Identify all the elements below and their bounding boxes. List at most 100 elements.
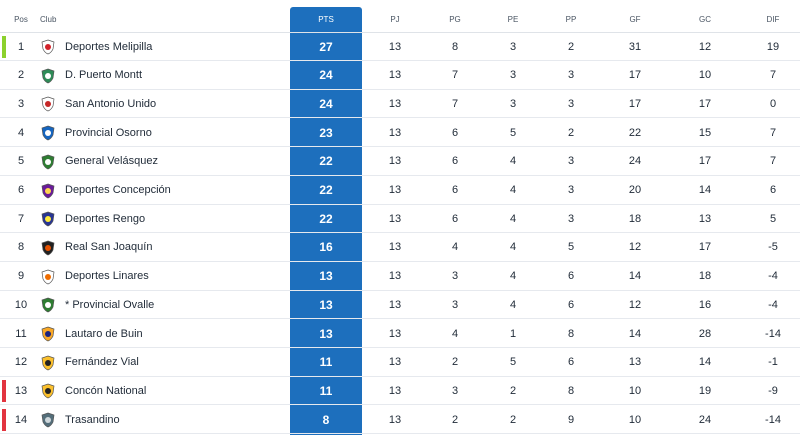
- table-row[interactable]: 12 11 13 2 5 6 13 14 -1 Fernández Vial: [0, 349, 800, 377]
- rengo-crest-icon: [41, 211, 55, 227]
- table-row[interactable]: 5 22 13 6 4 3 24 17 7 General Velásquez: [0, 148, 800, 176]
- club-name-link[interactable]: Fernández Vial: [65, 356, 139, 369]
- table-row[interactable]: 10 13 13 3 4 6 12 16 -4 * Provincial Ovalle: [0, 291, 800, 320]
- cell-gc: 17: [698, 155, 712, 168]
- cell-gf: 14: [628, 327, 642, 340]
- cell-gc: 17: [698, 97, 712, 110]
- cell-pj: 13: [388, 212, 402, 225]
- header-pp[interactable]: PP: [565, 15, 577, 24]
- cell-pe: 4: [509, 184, 517, 196]
- club-name-link[interactable]: Deportes Rengo: [65, 212, 146, 225]
- fernandez-vial-crest-icon: [41, 355, 55, 371]
- cell-pj: 13: [388, 356, 402, 369]
- table-row[interactable]: 11 13 13 4 1 8 14 28 -14 Lautaro de Buin: [0, 320, 800, 348]
- cell-pts: 8: [322, 412, 330, 427]
- cell-dif: -14: [765, 413, 781, 426]
- table-row[interactable]: 13 11 13 3 2 8 10 19 -9 Concón National: [0, 377, 800, 406]
- table-header: Pos Club PTS PJ PG PE PP GF GC DIF: [0, 7, 800, 33]
- club-name-link[interactable]: * Provincial Ovalle: [65, 298, 155, 311]
- cell-pos: 13: [14, 384, 28, 397]
- cell-pg: 4: [451, 327, 459, 340]
- club-name-link[interactable]: Provincial Osorno: [65, 126, 152, 139]
- club-name-link[interactable]: General Velásquez: [65, 155, 158, 168]
- table-row[interactable]: 8 16 13 4 4 5 12 17 -5 Real San Joaquín: [0, 234, 800, 262]
- club-name-link[interactable]: Deportes Linares: [65, 270, 149, 283]
- cell-pe: 2: [509, 413, 517, 426]
- table-row[interactable]: 3 24 13 7 3 3 17 17 0 San Antonio Unido: [0, 90, 800, 119]
- club-name-link[interactable]: Trasandino: [65, 413, 120, 426]
- cell-pg: 8: [451, 40, 459, 53]
- cell-gc: 24: [698, 413, 712, 426]
- table-row[interactable]: 2 24 13 7 3 3 17 10 7 D. Puerto Montt: [0, 62, 800, 90]
- buin-crest-icon: [41, 326, 55, 342]
- cell-gf: 22: [628, 126, 642, 139]
- header-pj[interactable]: PJ: [390, 15, 400, 24]
- table-row[interactable]: 9 13 13 3 4 6 14 18 -4 Deportes Linares: [0, 263, 800, 291]
- cell-pe: 4: [509, 298, 517, 311]
- cell-pp: 3: [567, 212, 575, 225]
- header-club[interactable]: Club: [40, 15, 57, 24]
- club-name-link[interactable]: Concón National: [65, 384, 147, 397]
- cell-pos: 6: [17, 184, 25, 196]
- cell-pts: 24: [319, 96, 333, 111]
- cell-pe: 3: [509, 40, 517, 53]
- cell-pj: 13: [388, 126, 402, 139]
- header-pts[interactable]: PTS: [318, 15, 334, 24]
- cell-pe: 3: [509, 97, 517, 110]
- cell-pos: 9: [17, 270, 25, 283]
- cell-pos: 7: [17, 212, 25, 225]
- header-pe[interactable]: PE: [507, 15, 519, 24]
- cell-dif: -4: [768, 298, 778, 311]
- table-row[interactable]: 1 27 13 8 3 2 31 12 19 Deportes Melipilla: [0, 33, 800, 61]
- cell-gc: 18: [698, 270, 712, 283]
- club-name-link[interactable]: Real San Joaquín: [65, 241, 153, 254]
- cell-gf: 13: [628, 356, 642, 369]
- cell-pos: 8: [17, 241, 25, 254]
- cell-gf: 24: [628, 155, 642, 168]
- table-row[interactable]: 7 22 13 6 4 3 18 13 5 Deportes Rengo: [0, 205, 800, 234]
- header-pos[interactable]: Pos: [14, 15, 28, 24]
- table-row[interactable]: 4 23 13 6 5 2 22 15 7 Provincial Osorno: [0, 119, 800, 148]
- cell-pe: 4: [509, 155, 517, 168]
- cell-pp: 9: [567, 413, 575, 426]
- cell-gf: 12: [628, 298, 642, 311]
- cell-gc: 10: [698, 69, 712, 82]
- cell-dif: 7: [769, 126, 777, 139]
- cell-pe: 5: [509, 126, 517, 139]
- cell-pos: 3: [17, 97, 25, 110]
- cell-dif: -5: [768, 241, 778, 254]
- header-gf[interactable]: GF: [629, 15, 641, 24]
- cell-pp: 3: [567, 97, 575, 110]
- club-name-link[interactable]: San Antonio Unido: [65, 97, 157, 110]
- cell-pos: 14: [14, 413, 28, 426]
- cell-gf: 20: [628, 184, 642, 196]
- header-pg[interactable]: PG: [449, 15, 461, 24]
- cell-pg: 7: [451, 97, 459, 110]
- cell-pe: 5: [509, 356, 517, 369]
- cell-gf: 31: [628, 40, 642, 53]
- table-row[interactable]: 6 22 13 6 4 3 20 14 6 Deportes Concepción: [0, 177, 800, 205]
- club-name-link[interactable]: Deportes Melipilla: [65, 40, 153, 53]
- cell-dif: 7: [769, 155, 777, 168]
- cell-pos: 5: [17, 155, 25, 168]
- cell-gc: 16: [698, 298, 712, 311]
- cell-pp: 8: [567, 327, 575, 340]
- header-gc[interactable]: GC: [699, 15, 711, 24]
- cell-pj: 13: [388, 241, 402, 254]
- cell-pe: 3: [509, 69, 517, 82]
- club-name-link[interactable]: Deportes Concepción: [65, 184, 171, 196]
- cell-gf: 12: [628, 241, 642, 254]
- san-antonio-crest-icon: [41, 97, 55, 112]
- cell-pts: 16: [319, 240, 333, 255]
- cell-dif: 6: [769, 184, 777, 196]
- header-dif[interactable]: DIF: [766, 15, 780, 24]
- cell-pos: 2: [17, 69, 25, 82]
- cell-pos: 10: [14, 298, 28, 311]
- relegation-marker: [2, 409, 6, 432]
- cell-pts: 24: [319, 68, 333, 83]
- table-row[interactable]: 14 8 13 2 2 9 10 24 -14 Trasandino: [0, 406, 800, 435]
- club-name-link[interactable]: D. Puerto Montt: [65, 69, 143, 82]
- cell-pj: 13: [388, 270, 402, 283]
- club-name-link[interactable]: Lautaro de Buin: [65, 327, 143, 340]
- cell-pts: 13: [319, 297, 333, 312]
